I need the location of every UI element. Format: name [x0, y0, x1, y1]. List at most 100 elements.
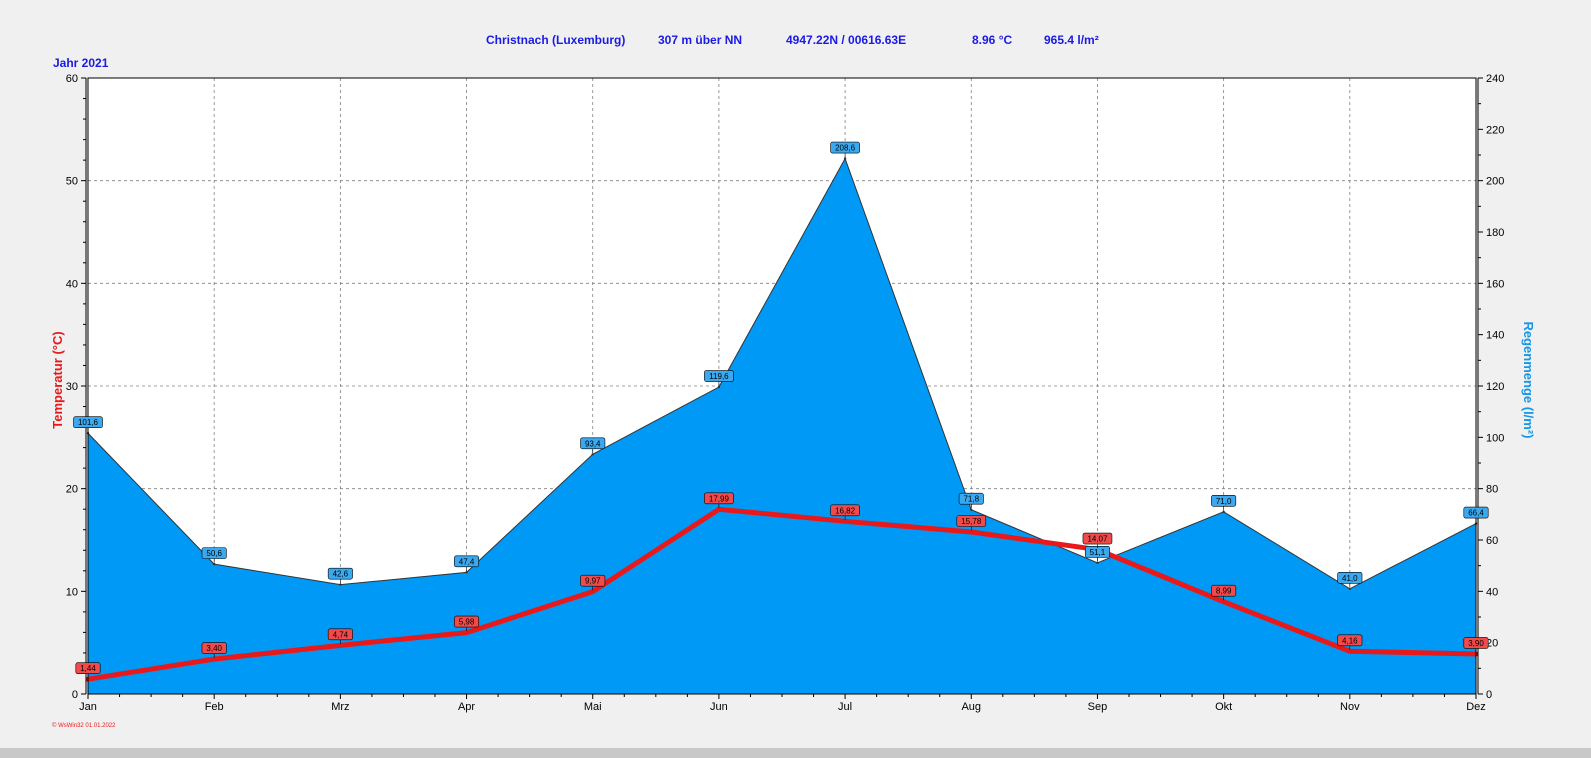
data-label-text: 14,07 — [1087, 535, 1108, 544]
data-label-box — [327, 567, 353, 580]
temperature-point — [591, 590, 595, 594]
data-label-box — [73, 416, 103, 429]
left-tick-label: 0 — [72, 689, 78, 701]
temperature-data-label: 5,98 — [454, 615, 480, 632]
data-label-box — [1211, 494, 1237, 507]
data-label-text: 71,0 — [1216, 497, 1232, 506]
data-label-box — [1082, 532, 1113, 545]
data-label-box — [830, 504, 860, 517]
data-label-text: 93,4 — [585, 439, 601, 448]
data-label-box — [704, 370, 734, 382]
left-axis-title: Temperatur (°C) — [50, 331, 65, 428]
rain-data-label: 119,6 — [704, 370, 734, 386]
right-tick-label: 140 — [1486, 330, 1504, 342]
rain-point — [212, 562, 216, 566]
right-tick-label: 120 — [1486, 381, 1504, 393]
data-label-box — [956, 515, 987, 527]
temperature-data-label: 15,78 — [956, 515, 987, 531]
right-tick-label: 0 — [1486, 689, 1492, 701]
right-tick-label: 20 — [1486, 638, 1498, 650]
data-label-box — [1337, 571, 1363, 584]
rain-data-label: 66,4 — [1463, 506, 1489, 523]
temperature-point — [338, 643, 342, 647]
data-label-text: 42,6 — [333, 570, 349, 579]
x-tick-label: Mrz — [331, 701, 349, 713]
data-label-box — [201, 642, 227, 654]
data-label-text: 4,16 — [1342, 636, 1358, 645]
temperature-data-label: 1,44 — [75, 662, 101, 678]
rain-point — [970, 508, 973, 511]
temperature-data-label: 8,99 — [1211, 584, 1237, 601]
data-label-text: 17,99 — [709, 494, 730, 503]
temperature-line — [85, 506, 1479, 682]
axes: 0 10 20 30 40 50 60 0 20 40 60 80 100 120 140 160 180 200… — [66, 73, 1505, 713]
total-rainfall: 965.4 l/m² — [1044, 33, 1099, 47]
data-label-text: 119,6 — [709, 372, 729, 381]
data-labels: 101,6 50,6 42,6 47,4 93,4 119,6 208,6 71,8 51,1 7… — [73, 141, 1489, 678]
rain-data-label: 41,0 — [1337, 571, 1363, 588]
temperature-point — [465, 631, 469, 635]
temperature-point — [1348, 649, 1352, 653]
left-tick-label: 30 — [66, 381, 78, 393]
data-label-text: 4,74 — [333, 630, 349, 639]
rain-data-label: 208,6 — [830, 141, 860, 158]
year-label: Jahr 2021 — [53, 56, 109, 70]
right-tick-label: 160 — [1486, 278, 1504, 290]
x-tick-label: Mai — [584, 701, 602, 713]
rain-point — [843, 157, 847, 160]
data-label-box — [1211, 584, 1237, 597]
rain-point — [591, 453, 594, 456]
temperature-point — [969, 530, 973, 534]
temperature-point — [717, 507, 721, 511]
temperature-data-label: 3,40 — [201, 642, 227, 658]
rain-data-label: 51,1 — [1084, 546, 1110, 562]
temperature-data-label: 3,90 — [1463, 637, 1489, 653]
rain-area-outline — [87, 157, 1477, 590]
rain-point — [717, 385, 721, 389]
station-coordinates: 4947.22N / 00616.63E — [786, 33, 906, 47]
temperature-point — [1222, 600, 1226, 604]
data-label-text: 8,99 — [1216, 587, 1232, 596]
data-label-text: 9,97 — [585, 577, 601, 586]
x-tick-label: Aug — [961, 701, 981, 713]
rain-point — [1096, 561, 1099, 565]
x-tick-label: Apr — [458, 701, 475, 713]
rain-point — [465, 571, 468, 574]
right-tick-label: 200 — [1486, 176, 1504, 188]
data-label-text: 15,78 — [961, 517, 982, 526]
left-tick-label: 40 — [66, 278, 78, 290]
x-tick-label: Feb — [205, 701, 224, 713]
temperature-point — [843, 519, 847, 523]
mean-temperature: 8.96 °C — [972, 33, 1012, 47]
right-axis-title: Regenmenge (l/m²) — [1521, 321, 1536, 438]
window-bottom-bar — [0, 748, 1591, 758]
left-tick-label: 60 — [66, 73, 78, 85]
data-label-box — [454, 615, 480, 628]
temperature-data-label: 4,74 — [327, 628, 353, 644]
data-label-box — [454, 555, 480, 568]
left-tick-label: 50 — [66, 176, 78, 188]
rain-data-label: 71,8 — [958, 492, 984, 509]
data-label-box — [704, 492, 734, 505]
data-label-box — [830, 141, 860, 154]
x-tick-label: Jan — [79, 701, 97, 713]
rain-point — [1222, 510, 1225, 513]
data-label-box — [1463, 637, 1489, 649]
data-label-text: 3,40 — [206, 644, 222, 653]
data-label-box — [1463, 506, 1489, 519]
rain-data-label: 93,4 — [580, 437, 606, 453]
data-label-text: 16,82 — [835, 506, 856, 515]
footer-credit: © WsWin32 01.01.2022 — [52, 722, 116, 729]
data-label-box — [580, 437, 606, 450]
data-label-box — [201, 547, 227, 559]
rain-data-label: 101,6 — [73, 416, 103, 432]
right-tick-label: 100 — [1486, 432, 1504, 444]
data-label-text: 47,4 — [459, 557, 475, 566]
x-tick-label: Okt — [1215, 701, 1232, 713]
data-label-text: 71,8 — [963, 495, 979, 504]
chart-header: Christnach (Luxemburg) 307 m über NN 494… — [53, 33, 1099, 70]
x-tick-label: Sep — [1088, 701, 1108, 713]
data-label-text: 50,6 — [206, 549, 222, 558]
data-label-box — [580, 574, 606, 587]
temperature-data-label: 14,07 — [1082, 532, 1113, 549]
